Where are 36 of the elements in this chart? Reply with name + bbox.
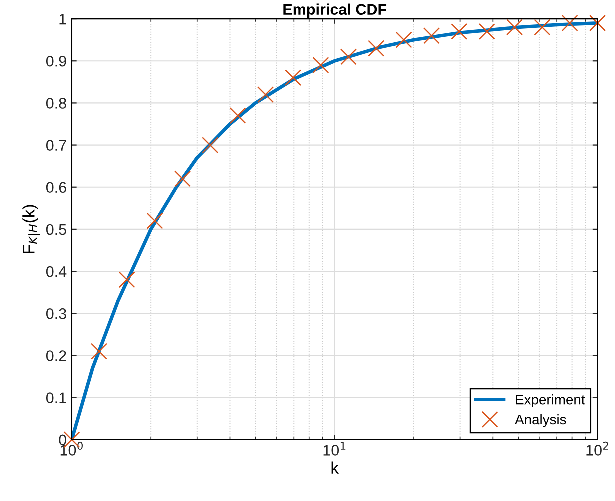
point bbox=[174, 170, 192, 188]
legend-label: Analysis bbox=[515, 414, 566, 428]
point bbox=[202, 137, 219, 154]
point bbox=[340, 48, 357, 66]
y-tick-label: 0.4 bbox=[46, 266, 67, 278]
point bbox=[562, 14, 578, 32]
point bbox=[230, 108, 246, 124]
x-tick-label: 10$^{2}$ bbox=[586, 442, 608, 456]
y-tick-label: 0.2 bbox=[46, 350, 66, 362]
y-tick-label: 0.7 bbox=[46, 140, 66, 151]
point bbox=[534, 19, 551, 36]
x-axis-title: k bbox=[332, 462, 340, 474]
y-tick-label: 0.5 bbox=[46, 224, 66, 236]
x-tick-label: 10$^{1}$ bbox=[324, 442, 346, 456]
point bbox=[423, 28, 440, 44]
point bbox=[478, 23, 496, 40]
point bbox=[312, 57, 330, 74]
y-tick-label: 0.8 bbox=[46, 98, 66, 109]
point bbox=[590, 14, 606, 32]
y-tick-label: 0.9 bbox=[46, 56, 66, 67]
y-tick-label: 0.1 bbox=[46, 392, 66, 404]
legend-label: Experiment bbox=[516, 394, 586, 408]
point bbox=[258, 86, 274, 104]
y-tick-label: 1 bbox=[60, 14, 66, 25]
point bbox=[368, 40, 385, 57]
point bbox=[90, 343, 108, 360]
point bbox=[506, 19, 524, 36]
point bbox=[451, 23, 468, 40]
chart-title: Empirical CDF bbox=[284, 4, 387, 18]
point bbox=[146, 212, 164, 230]
point bbox=[396, 32, 412, 48]
point bbox=[118, 272, 136, 288]
y-axis-title: F$_{K|H}$(k) bbox=[22, 205, 40, 254]
y-tick-label: 0.3 bbox=[46, 308, 66, 320]
point bbox=[285, 70, 302, 86]
y-tick-label: 0.6 bbox=[46, 182, 66, 194]
